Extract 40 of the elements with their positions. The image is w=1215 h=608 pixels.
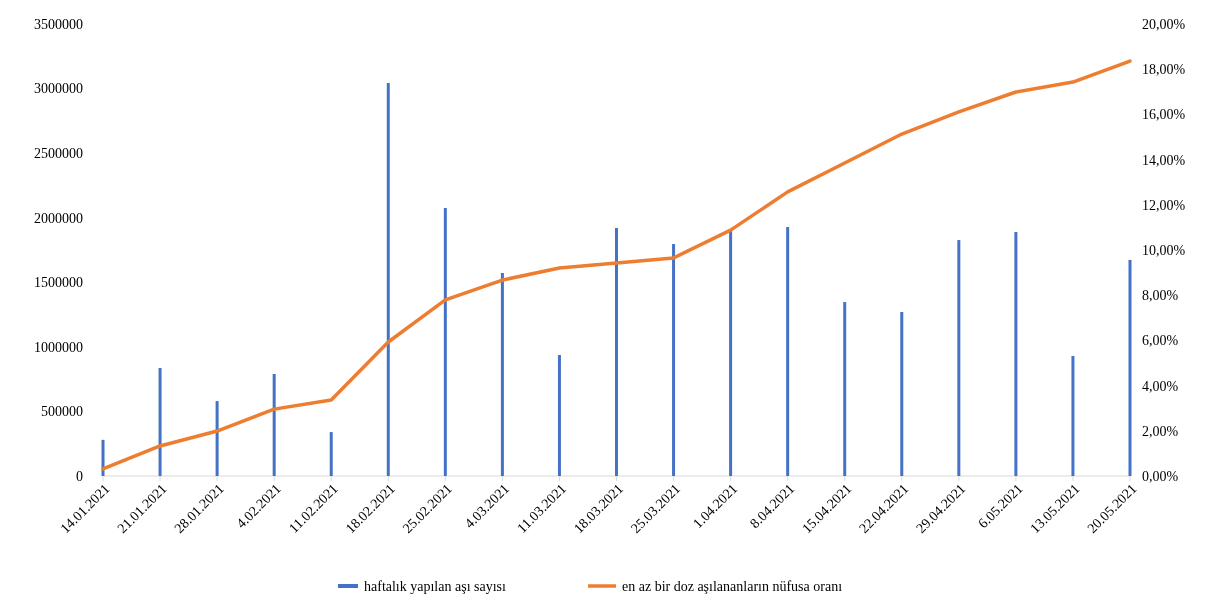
bar	[900, 311, 904, 476]
y-tick-label: 3500000	[34, 16, 83, 32]
bar	[158, 368, 162, 476]
y2-tick-label: 16,00%	[1142, 107, 1186, 123]
bar	[1014, 232, 1018, 476]
y-tick-label: 500000	[41, 404, 83, 420]
bar	[1128, 259, 1132, 476]
bar	[557, 354, 561, 476]
bar	[786, 227, 790, 476]
y2-tick-label: 12,00%	[1142, 197, 1186, 213]
y2-tick-label: 14,00%	[1142, 152, 1186, 168]
y2-tick-label: 6,00%	[1142, 333, 1179, 349]
y2-tick-label: 4,00%	[1142, 378, 1179, 394]
y2-tick-label: 2,00%	[1142, 423, 1179, 439]
y-tick-label: 2000000	[34, 210, 83, 226]
bar	[215, 401, 219, 476]
bar	[1071, 356, 1075, 476]
y2-tick-label: 0,00%	[1142, 468, 1179, 484]
bar	[272, 373, 276, 476]
bar	[443, 208, 447, 476]
legend-label: haftalık yapılan aşı sayısı	[364, 578, 507, 594]
y2-tick-label: 10,00%	[1142, 242, 1186, 258]
bar	[843, 302, 847, 476]
y2-tick-label: 18,00%	[1142, 62, 1186, 78]
bar	[615, 228, 618, 476]
line-series	[101, 59, 1132, 471]
bar	[957, 240, 961, 476]
legend-label: en az bir doz aşılananların nüfusa oranı	[622, 578, 843, 594]
y-tick-label: 1500000	[34, 275, 83, 291]
y-tick-label: 0	[76, 468, 83, 484]
y-tick-label: 3000000	[34, 81, 83, 97]
bar	[329, 432, 333, 476]
bar	[500, 272, 504, 476]
y-tick-label: 2500000	[34, 146, 83, 162]
bar	[729, 229, 733, 476]
bar	[672, 244, 676, 476]
y-tick-label: 1000000	[34, 339, 83, 355]
y2-tick-label: 20,00%	[1142, 16, 1186, 32]
bar	[386, 83, 390, 476]
y2-tick-label: 8,00%	[1142, 288, 1179, 304]
